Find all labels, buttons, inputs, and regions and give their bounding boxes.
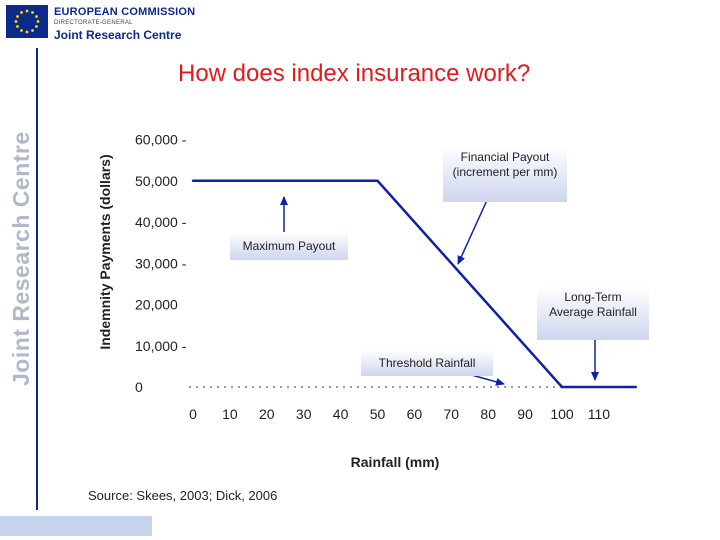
org-centre: Joint Research Centre xyxy=(54,28,182,42)
y-tick-label: 40,000 - xyxy=(135,214,187,230)
x-tick-label: 60 xyxy=(407,406,423,422)
y-tick-label: 0 xyxy=(135,379,143,395)
arrow-financial-payout xyxy=(457,197,489,265)
eu-stars-icon xyxy=(14,9,40,34)
series-point xyxy=(560,385,564,389)
x-tick-label: 90 xyxy=(517,406,533,422)
x-tick-label: 40 xyxy=(333,406,349,422)
y-axis-title: Indemnity Payments (dollars) xyxy=(97,154,113,349)
source-citation: Source: Skees, 2003; Dick, 2006 xyxy=(88,488,278,503)
eu-flag-logo xyxy=(6,5,48,38)
y-tick-label: 10,000 - xyxy=(135,338,187,354)
annotation-financial-payout: Financial Payout (increment per mm) xyxy=(443,146,567,202)
organization-header: EUROPEAN COMMISSION DIRECTORATE-GENERAL … xyxy=(54,6,195,42)
series-line-indemnity xyxy=(193,179,636,389)
x-axis-title: Rainfall (mm) xyxy=(351,454,440,470)
annotation-long-term-line2: Average Rainfall xyxy=(549,305,637,319)
y-tick-label: 50,000 xyxy=(135,173,178,189)
annotation-maximum-payout: Maximum Payout xyxy=(230,232,348,260)
y-tick-label: 30,000 - xyxy=(135,255,187,271)
annotation-threshold-rainfall: Threshold Rainfall xyxy=(361,350,493,376)
footer-bar xyxy=(0,516,152,536)
annotation-long-term-line1: Long-Term xyxy=(564,290,622,304)
x-tick-label: 100 xyxy=(550,406,574,422)
annotation-financial-payout-sub: (increment per mm) xyxy=(452,165,558,179)
org-name: EUROPEAN COMMISSION xyxy=(54,6,196,18)
x-tick-label: 0 xyxy=(189,406,197,422)
x-tick-label: 80 xyxy=(480,406,496,422)
series-point xyxy=(191,179,195,182)
annotation-financial-payout-label: Financial Payout xyxy=(460,150,550,164)
x-tick-label: 10 xyxy=(222,406,238,422)
series-point xyxy=(634,385,637,389)
y-tick-label: 20,000 xyxy=(135,297,178,313)
series-point xyxy=(376,179,379,182)
annotation-long-term-rainfall: Long-Term Average Rainfall xyxy=(537,286,649,340)
x-tick-label: 70 xyxy=(444,406,460,422)
org-directorate: DIRECTORATE-GENERAL xyxy=(54,20,133,26)
side-divider xyxy=(36,48,38,510)
x-tick-label: 20 xyxy=(259,406,275,422)
y-tick-label: 60,000 - xyxy=(135,132,187,148)
page-title: How does index insurance work? xyxy=(178,60,531,87)
x-tick-label: 30 xyxy=(296,406,312,422)
x-tick-label: 50 xyxy=(370,406,386,422)
x-tick-label: 110 xyxy=(588,406,611,422)
